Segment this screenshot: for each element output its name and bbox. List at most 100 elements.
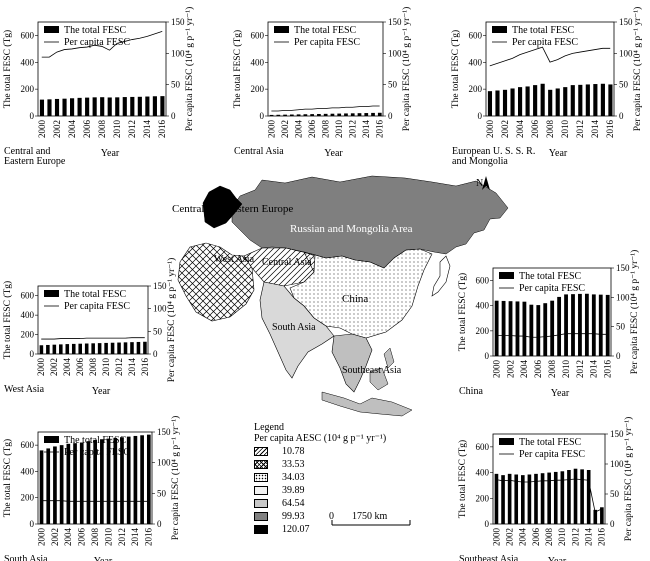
legend-item: 34.03: [254, 471, 386, 483]
x-tick-label: 2008: [544, 528, 554, 547]
legend-bar-swatch: [274, 26, 289, 33]
x-tick-label: 2004: [518, 528, 528, 547]
chart-bar: [62, 98, 67, 116]
chart-line: [489, 46, 611, 67]
chart-bar: [344, 113, 348, 116]
chart-bar: [84, 343, 89, 354]
map-label-southeast-asia: Southeast Asia: [342, 365, 402, 376]
scale-bar: 0 1750 km: [329, 511, 411, 526]
chart-bar: [584, 293, 589, 356]
y-tick-label: 0: [478, 111, 483, 121]
region-label: and Mongolia: [452, 156, 508, 167]
y2-axis-label: Per capita FESC (10⁴ g p⁻¹ yr⁻¹): [170, 416, 181, 541]
x-tick-label: 2000: [36, 528, 46, 547]
chart-bar: [567, 470, 571, 524]
x-tick-label: 2014: [589, 360, 599, 379]
y2-tick-label: 100: [619, 48, 633, 58]
chart-bar: [494, 473, 499, 524]
y-tick-label: 200: [251, 84, 265, 94]
chart-bar: [85, 97, 90, 116]
x-tick-label: 2010: [103, 528, 113, 547]
y2-tick-label: 50: [153, 326, 163, 336]
y2-axis-label: Per capita FESC (10⁴ g p⁻¹ yr⁻¹): [401, 7, 412, 132]
y2-tick-label: 50: [619, 80, 629, 90]
y-axis-label: The total FESC (Tg): [457, 273, 468, 351]
chart-bar: [563, 87, 568, 116]
map-label-russia: Russian and Mongolia Area: [290, 223, 413, 235]
scale-bar-end: 1750 km: [352, 511, 388, 522]
chart-bar: [133, 435, 138, 524]
y2-tick-label: 150: [171, 17, 185, 27]
y-tick-label: 400: [251, 57, 265, 67]
chart-bar: [46, 448, 51, 524]
chart-bar: [578, 84, 583, 116]
x-tick-label: 2016: [140, 358, 150, 377]
x-tick-label: 2014: [590, 120, 600, 139]
y2-tick-label: 100: [171, 48, 185, 58]
chart-bar: [65, 344, 70, 354]
chart-bar: [487, 91, 493, 116]
chart-bar: [508, 301, 513, 356]
x-axis-label: Year: [551, 388, 570, 399]
map-label-west-asia: West Asia: [214, 254, 255, 265]
chart-frame: [267, 21, 384, 117]
y-tick-label: 200: [476, 493, 490, 503]
chart-bar: [600, 83, 605, 116]
x-tick-label: 2008: [90, 528, 100, 547]
legend-item: 33.53: [254, 458, 386, 470]
y2-tick-label: 100: [388, 48, 402, 58]
x-tick-label: 2000: [37, 120, 47, 139]
x-tick-label: 2006: [530, 120, 540, 139]
legend-item: 120.07: [254, 523, 386, 535]
chart-bar: [570, 85, 575, 116]
y2-axis-label: Per capita FESC (10⁴ g p⁻¹ yr⁻¹): [623, 417, 634, 542]
map-region-south-asia: [259, 281, 335, 379]
x-tick-label: 2016: [603, 360, 613, 379]
legend-label: Per capita FESC: [64, 301, 130, 312]
chart-bar: [303, 114, 308, 116]
y2-tick-label: 0: [153, 349, 158, 359]
chart-bar: [136, 341, 141, 354]
chart-bar: [536, 305, 541, 356]
chart-bar: [71, 343, 76, 354]
chart-bar: [120, 437, 124, 524]
chart-bar: [146, 434, 151, 524]
x-tick-label: 2010: [112, 120, 122, 139]
chart-bar: [547, 472, 551, 524]
y2-axis-label: Per capita FESC (10⁴ g p⁻¹ yr⁻¹): [629, 250, 640, 375]
chart-bar: [557, 296, 562, 356]
y-tick-label: 200: [21, 330, 35, 340]
x-tick-label: 2006: [307, 120, 317, 139]
x-tick-label: 2006: [82, 120, 92, 139]
x-tick-label: 2012: [575, 120, 585, 138]
y2-tick-label: 150: [153, 281, 167, 291]
chart-bar: [39, 345, 44, 354]
chart-bar: [371, 112, 375, 116]
y2-axis-label: Per capita FESC (10⁴ g p⁻¹ yr⁻¹): [166, 258, 177, 383]
x-tick-label: 2016: [144, 528, 154, 547]
y-tick-label: 400: [469, 57, 483, 67]
legend-item-label: 99.93: [282, 510, 305, 522]
x-tick-label: 2010: [101, 358, 111, 377]
x-tick-label: 2010: [561, 360, 571, 379]
x-tick-label: 2006: [75, 358, 85, 377]
map-label-south-asia: South Asia: [272, 322, 316, 333]
x-tick-label: 2006: [533, 360, 543, 379]
legend-label: Per capita FESC: [294, 37, 360, 48]
chart-bar: [100, 439, 104, 524]
map-region-central-eastern-europe: [202, 185, 243, 229]
x-tick-label: 2014: [361, 120, 371, 139]
chart-bar: [495, 90, 500, 116]
y-tick-label: 600: [469, 30, 483, 40]
chart-bar: [269, 114, 274, 116]
chart-bar: [522, 301, 527, 356]
chart-bar: [502, 89, 508, 116]
legend-bar-swatch: [499, 438, 514, 445]
chart-bar: [123, 342, 128, 354]
legend-label: The total FESC: [519, 271, 582, 282]
legend-item-label: 39.89: [282, 484, 305, 496]
chart-bar: [364, 113, 369, 116]
x-tick-label: 2000: [36, 358, 46, 377]
